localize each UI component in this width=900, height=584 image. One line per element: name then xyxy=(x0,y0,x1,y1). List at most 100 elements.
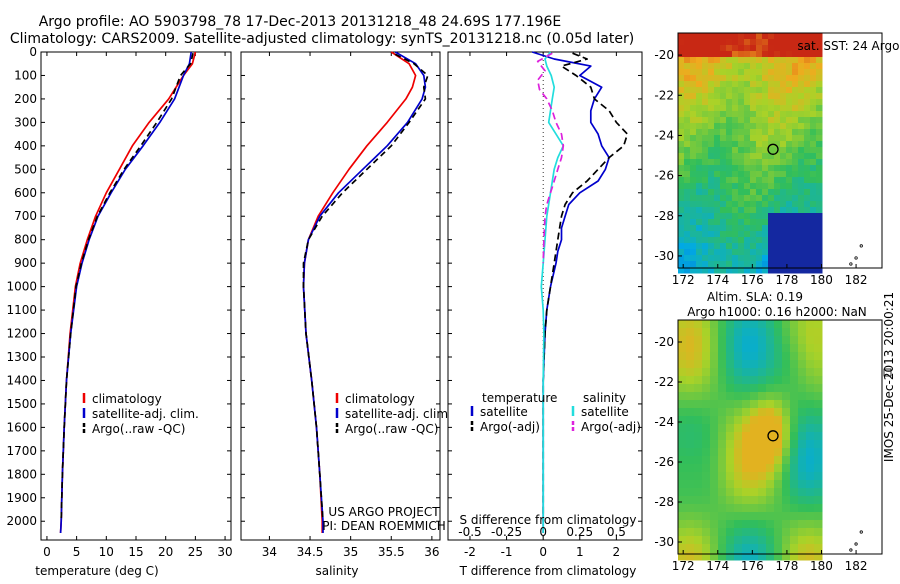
sst_map-cell xyxy=(738,99,745,106)
sst_map-cell xyxy=(690,189,697,196)
sst_map-cell xyxy=(786,159,793,166)
sla_map-cell xyxy=(678,336,687,345)
sst_map-cell xyxy=(726,75,733,82)
sst_map-cell xyxy=(678,33,685,40)
sla_map-cell xyxy=(758,416,767,425)
sst_map-cell xyxy=(780,129,787,136)
sst_map-cell xyxy=(684,39,691,46)
sst_map-cell xyxy=(816,141,823,148)
sla_map-cell xyxy=(702,464,711,473)
sla_map-cell xyxy=(702,320,711,329)
sla_map-cell xyxy=(798,488,807,497)
sla_map-cell xyxy=(750,344,759,353)
sst_map-cell xyxy=(780,183,787,190)
sla_map-cell xyxy=(758,384,767,393)
sst_map-cell xyxy=(768,123,775,130)
sla_map-cell xyxy=(678,368,687,377)
sla_map-cell xyxy=(750,480,759,489)
sst_map-cell xyxy=(762,33,769,40)
sst_map-cell xyxy=(786,111,793,118)
sla_map-cell xyxy=(750,432,759,441)
sla_map-cell xyxy=(686,528,695,537)
sla_map-cell xyxy=(806,408,815,417)
sst_map-cell xyxy=(792,51,799,58)
sst_map-cell xyxy=(732,255,739,262)
sla_map-cell xyxy=(750,520,759,529)
sla_map-cell xyxy=(702,448,711,457)
sla_map-cell xyxy=(814,320,823,329)
sst_map-cell xyxy=(690,105,697,112)
sst_map-cell xyxy=(774,159,781,166)
sst_map-cell xyxy=(684,129,691,136)
sst_map-cell xyxy=(702,261,709,268)
sst_map-cell xyxy=(798,39,805,46)
sst_map-cell xyxy=(684,243,691,250)
sla_map-cell xyxy=(774,408,783,417)
sst_map-cell xyxy=(684,63,691,70)
sst_map-cell xyxy=(762,183,769,190)
sla_map-cell xyxy=(766,552,775,561)
sst_map-cell xyxy=(750,153,757,160)
sla_map-cell xyxy=(734,360,743,369)
sst_map-cell xyxy=(690,213,697,220)
sla_map-cell xyxy=(806,536,815,545)
sst_map-cell xyxy=(816,51,823,58)
sst_map-cell xyxy=(810,153,817,160)
sst_map-cell xyxy=(708,45,715,52)
sla_map-cell xyxy=(678,544,687,553)
sst_map-cell xyxy=(714,111,721,118)
sst_map-cell xyxy=(744,51,751,58)
difference-salinity-tick-label: 0 xyxy=(539,525,547,539)
sst_map-cell xyxy=(816,171,823,178)
sst_map-cell xyxy=(780,249,787,256)
sst_map-cell xyxy=(726,255,733,262)
sst_map-cell xyxy=(768,171,775,178)
sst_map-cell xyxy=(756,87,763,94)
sst_map-cell xyxy=(774,213,781,220)
sla_map-cell xyxy=(806,384,815,393)
sst_map-cell xyxy=(708,225,715,232)
sst_map-cell xyxy=(792,129,799,136)
sst_map-cell xyxy=(756,225,763,232)
sst_map-cell xyxy=(696,243,703,250)
sla_map-cell xyxy=(758,440,767,449)
sst_map-cell xyxy=(768,261,775,268)
sla_map-cell xyxy=(750,384,759,393)
sst_map-cell xyxy=(798,93,805,100)
sst_map-cell xyxy=(816,81,823,88)
sla_map-cell xyxy=(678,512,687,521)
sla_map-cell xyxy=(782,416,791,425)
sst_map-cell xyxy=(768,63,775,70)
sla_map-cell xyxy=(686,440,695,449)
sst_map-cell xyxy=(804,141,811,148)
sla_map-cell xyxy=(702,488,711,497)
sst_map-cell xyxy=(732,213,739,220)
sst_map-cell xyxy=(684,51,691,58)
sla_map-cell xyxy=(718,416,727,425)
sla_map-cell xyxy=(758,512,767,521)
sla_map-cell xyxy=(790,392,799,401)
sla_map-cell xyxy=(798,360,807,369)
sla_map-cell xyxy=(774,416,783,425)
sst_map-cell xyxy=(798,159,805,166)
sla_map-cell xyxy=(718,352,727,361)
sst_map-cell xyxy=(744,153,751,160)
sst_map-cell xyxy=(792,135,799,142)
sst_map-cell xyxy=(792,255,799,262)
sst_map-cell xyxy=(720,93,727,100)
sst_map-cell xyxy=(798,243,805,250)
sst_map-cell xyxy=(768,93,775,100)
sst_map-cell xyxy=(678,195,685,202)
sst_map-cell xyxy=(786,105,793,112)
sst_map-cell xyxy=(768,39,775,46)
sla_map-cell xyxy=(686,344,695,353)
sst_map-cell xyxy=(750,261,757,268)
figure-title-line1: Argo profile: AO 5903798_78 17-Dec-2013 … xyxy=(39,14,562,30)
sst_map-cell xyxy=(738,135,745,142)
sla_map-cell xyxy=(758,456,767,465)
sst_map-cell xyxy=(738,177,745,184)
sla_map-cell xyxy=(814,448,823,457)
sst_map-cell xyxy=(780,123,787,130)
sla_map-cell xyxy=(798,528,807,537)
sst_map-cell xyxy=(738,87,745,94)
